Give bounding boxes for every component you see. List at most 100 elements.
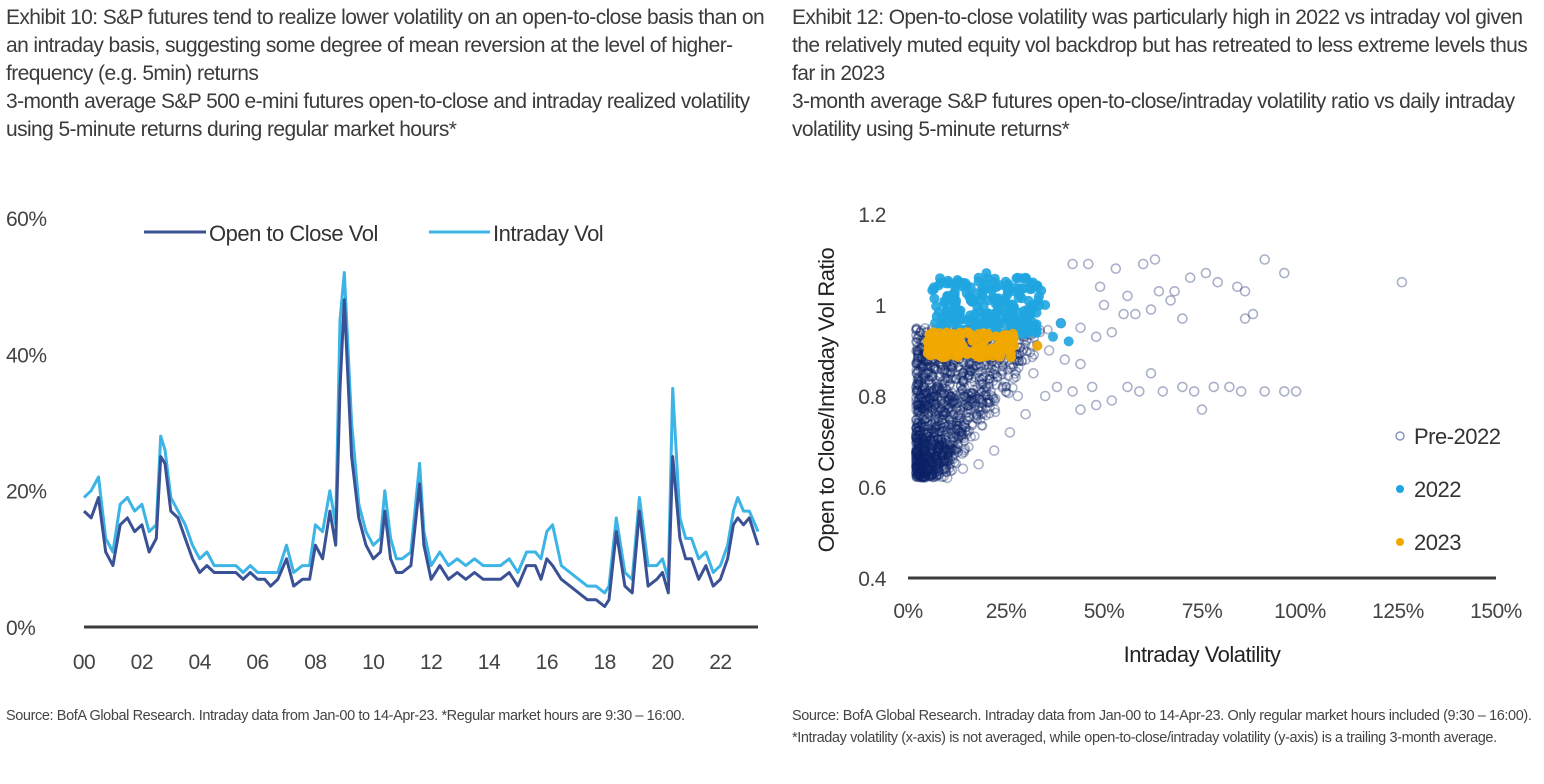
scatter-point-pre-2022: [951, 444, 962, 454]
scatter-point-pre-2022: [911, 472, 922, 483]
scatter-point-pre-2022: [936, 395, 947, 406]
scatter-point-pre-2022: [982, 398, 993, 408]
scatter-point-pre-2022: [947, 392, 957, 403]
scatter-point-pre-2022: [946, 426, 957, 437]
scatter-point-pre-2022: [911, 422, 922, 433]
scatter-point-pre-2022: [1075, 404, 1086, 415]
scatter-point-pre-2022: [921, 401, 931, 411]
scatter-point-pre-2022: [959, 390, 970, 401]
scatter-point-pre-2022: [918, 472, 929, 483]
scatter-point-pre-2022: [922, 416, 933, 427]
scatter-point-pre-2022: [914, 451, 924, 462]
scatter-point-pre-2022: [988, 376, 998, 387]
scatter-point-pre-2022: [918, 469, 928, 479]
scatter-point-pre-2022: [912, 337, 922, 348]
scatter-point-pre-2022: [927, 458, 938, 469]
scatter-point-pre-2022: [957, 384, 968, 394]
scatter-point-pre-2022: [916, 359, 927, 369]
scatter-point-pre-2022: [948, 440, 958, 450]
scatter-point-pre-2022: [926, 419, 936, 430]
scatter-point-pre-2022: [919, 471, 930, 482]
scatter-point-pre-2022: [939, 413, 950, 424]
scatter-point-pre-2022: [912, 454, 923, 465]
scatter-point-pre-2022: [946, 402, 956, 413]
scatter-point-pre-2022: [937, 423, 947, 433]
scatter-point-pre-2022: [937, 450, 947, 461]
scatter-point-2022: [1031, 307, 1042, 318]
scatter-point-pre-2022: [990, 404, 1000, 414]
scatter-point-pre-2022: [981, 390, 991, 401]
legend-label-open-to-close: Open to Close Vol: [209, 221, 378, 246]
scatter-point-pre-2022: [921, 387, 932, 397]
scatter-point-pre-2022: [921, 399, 931, 409]
scatter-point-2023: [946, 345, 957, 356]
scatter-point-pre-2022: [970, 404, 980, 415]
scatter-point-pre-2022: [917, 458, 928, 468]
scatter-y-axis-title: Open to Close/Intraday Vol Ratio: [814, 248, 839, 553]
scatter-point-pre-2022: [911, 460, 922, 470]
scatter-point-pre-2022: [964, 370, 975, 381]
scatter-point-pre-2022: [930, 415, 941, 426]
scatter-point-pre-2022: [925, 463, 936, 474]
scatter-point-pre-2022: [914, 432, 924, 443]
scatter-point-pre-2022: [1208, 381, 1220, 393]
scatter-point-pre-2022: [925, 469, 936, 480]
scatter-point-pre-2022: [1290, 386, 1302, 397]
scatter-point-pre-2022: [962, 401, 972, 411]
scatter-point-pre-2022: [927, 470, 938, 481]
scatter-point-pre-2022: [915, 456, 926, 467]
scatter-point-pre-2022: [948, 454, 958, 465]
scatter-point-pre-2022: [958, 403, 969, 413]
scatter-point-pre-2022: [912, 356, 922, 366]
scatter-point-pre-2022: [973, 404, 984, 415]
scatter-point-pre-2022: [912, 438, 922, 449]
scatter-point-pre-2022: [916, 470, 926, 481]
scatter-point-pre-2022: [973, 458, 984, 470]
x-tick-label: 02: [131, 651, 153, 674]
scatter-point-pre-2022: [921, 450, 932, 460]
scatter-point-pre-2022: [981, 386, 992, 397]
scatter-point-pre-2022: [927, 418, 937, 429]
scatter-point-pre-2022: [926, 411, 936, 421]
scatter-point-pre-2022: [1075, 358, 1086, 370]
scatter-point-pre-2022: [945, 360, 955, 371]
scatter-point-pre-2022: [918, 466, 929, 476]
scatter-point-2023: [1008, 331, 1019, 342]
scatter-point-pre-2022: [975, 395, 986, 405]
scatter-point-pre-2022: [941, 463, 951, 473]
y-tick-label: 0%: [6, 617, 35, 640]
scatter-point-pre-2022: [922, 449, 932, 459]
scatter-point-pre-2022: [913, 372, 924, 383]
scatter-point-pre-2022: [983, 374, 993, 385]
line-series-group: [82, 271, 760, 608]
scatter-point-pre-2022: [990, 395, 1000, 406]
scatter-point-pre-2022: [1008, 373, 1019, 384]
scatter-point-pre-2022: [977, 396, 988, 407]
scatter-point-pre-2022: [911, 405, 921, 415]
scatter-point-pre-2022: [946, 446, 956, 456]
scatter-point-pre-2022: [927, 459, 937, 470]
scatter-point-pre-2022: [928, 465, 938, 475]
scatter-point-pre-2022: [953, 401, 963, 412]
scatter-point-pre-2022: [966, 431, 976, 442]
scatter-point-pre-2022: [928, 431, 939, 442]
scatter-point-pre-2022: [954, 433, 964, 444]
scatter-point-pre-2022: [941, 467, 952, 478]
scatter-point-pre-2022: [981, 383, 991, 394]
scatter-point-pre-2022: [914, 376, 925, 387]
x-tick-label: 10: [362, 651, 384, 674]
scatter-point-pre-2022: [1002, 365, 1013, 375]
scatter-point-pre-2022: [915, 471, 925, 481]
scatter-point-pre-2022: [911, 433, 921, 444]
scatter-point-pre-2022: [978, 390, 989, 401]
scatter-point-pre-2022: [949, 360, 959, 370]
scatter-point-pre-2022: [912, 353, 923, 364]
scatter-point-pre-2022: [966, 396, 976, 407]
scatter-point-pre-2022: [913, 384, 923, 395]
scatter-point-pre-2022: [915, 428, 926, 439]
x-tick-label: 00: [73, 651, 95, 674]
scatter-point-pre-2022: [969, 393, 979, 403]
scatter-point-pre-2022: [951, 373, 962, 384]
scatter-point-pre-2022: [926, 445, 937, 456]
scatter-point-pre-2022: [1169, 285, 1180, 297]
